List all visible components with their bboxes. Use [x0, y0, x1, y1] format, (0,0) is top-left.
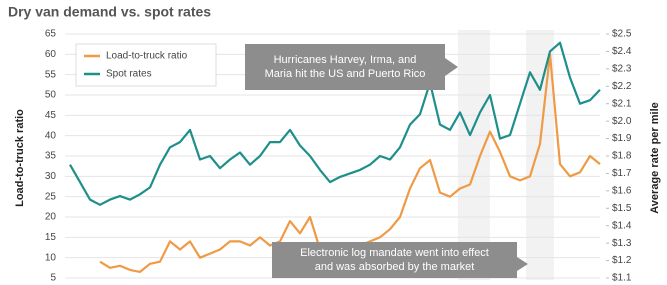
y2-tick-label: $2.3	[612, 63, 632, 74]
annotation-text: and was absorbed by the market	[315, 261, 475, 273]
annotation-text: Maria hit the US and Puerto Rico	[265, 68, 426, 80]
shade-band	[458, 30, 490, 280]
y-tick-label: 25	[45, 191, 57, 202]
annotation-box	[245, 44, 445, 90]
y2-tick-label: $1.3	[612, 238, 632, 249]
y2-tick-label: $1.4	[612, 220, 632, 231]
chart-title: Dry van demand vs. spot rates	[8, 4, 211, 20]
annotation-arrow	[517, 257, 528, 271]
y2-tick-label: $2.0	[612, 116, 632, 127]
y2-tick-label: $1.7	[612, 168, 632, 179]
y2-tick-label: $1.9	[612, 133, 632, 144]
y2-tick-label: $2.5	[612, 29, 632, 40]
y-tick-label: 10	[45, 252, 57, 263]
y2-tick-label: $1.2	[612, 255, 632, 266]
y2-tick-label: $2.1	[612, 98, 632, 109]
shade-band	[526, 30, 554, 280]
y-tick-label: 15	[45, 232, 57, 243]
y2-tick-label: $2.2	[612, 81, 632, 92]
legend-box	[75, 43, 217, 87]
annotation-text: Hurricanes Harvey, Irma, and	[274, 54, 417, 66]
y-axis-title: Load-to-truck ratio	[14, 109, 26, 207]
y-tick-label: 35	[45, 151, 57, 162]
y-tick-label: 55	[45, 69, 57, 80]
y-tick-label: 20	[45, 212, 57, 223]
annotation-arrow	[445, 58, 458, 76]
y2-tick-label: $2.4	[612, 46, 632, 57]
y-tick-label: 40	[45, 130, 57, 141]
y-tick-label: 65	[45, 29, 57, 40]
y-tick-label: 45	[45, 110, 57, 121]
y2-tick-label: $1.5	[612, 203, 632, 214]
y2-tick-label: $1.6	[612, 185, 632, 196]
y2-axis-title: Average rate per mile	[649, 102, 661, 213]
y-tick-label: 5	[50, 273, 56, 284]
line-series	[69, 41, 601, 206]
y2-tick-label: $1.1	[612, 273, 632, 284]
y-tick-label: 60	[45, 49, 57, 60]
y2-tick-label: $1.8	[612, 151, 632, 162]
y-tick-label: 50	[45, 90, 57, 101]
legend-label: Spot rates	[106, 69, 152, 80]
legend-label: Load-to-truck ratio	[106, 51, 188, 62]
y-tick-label: 30	[45, 171, 57, 182]
annotation-text: Electronic log mandate went into effect	[300, 247, 489, 259]
annotation-box	[272, 242, 517, 278]
